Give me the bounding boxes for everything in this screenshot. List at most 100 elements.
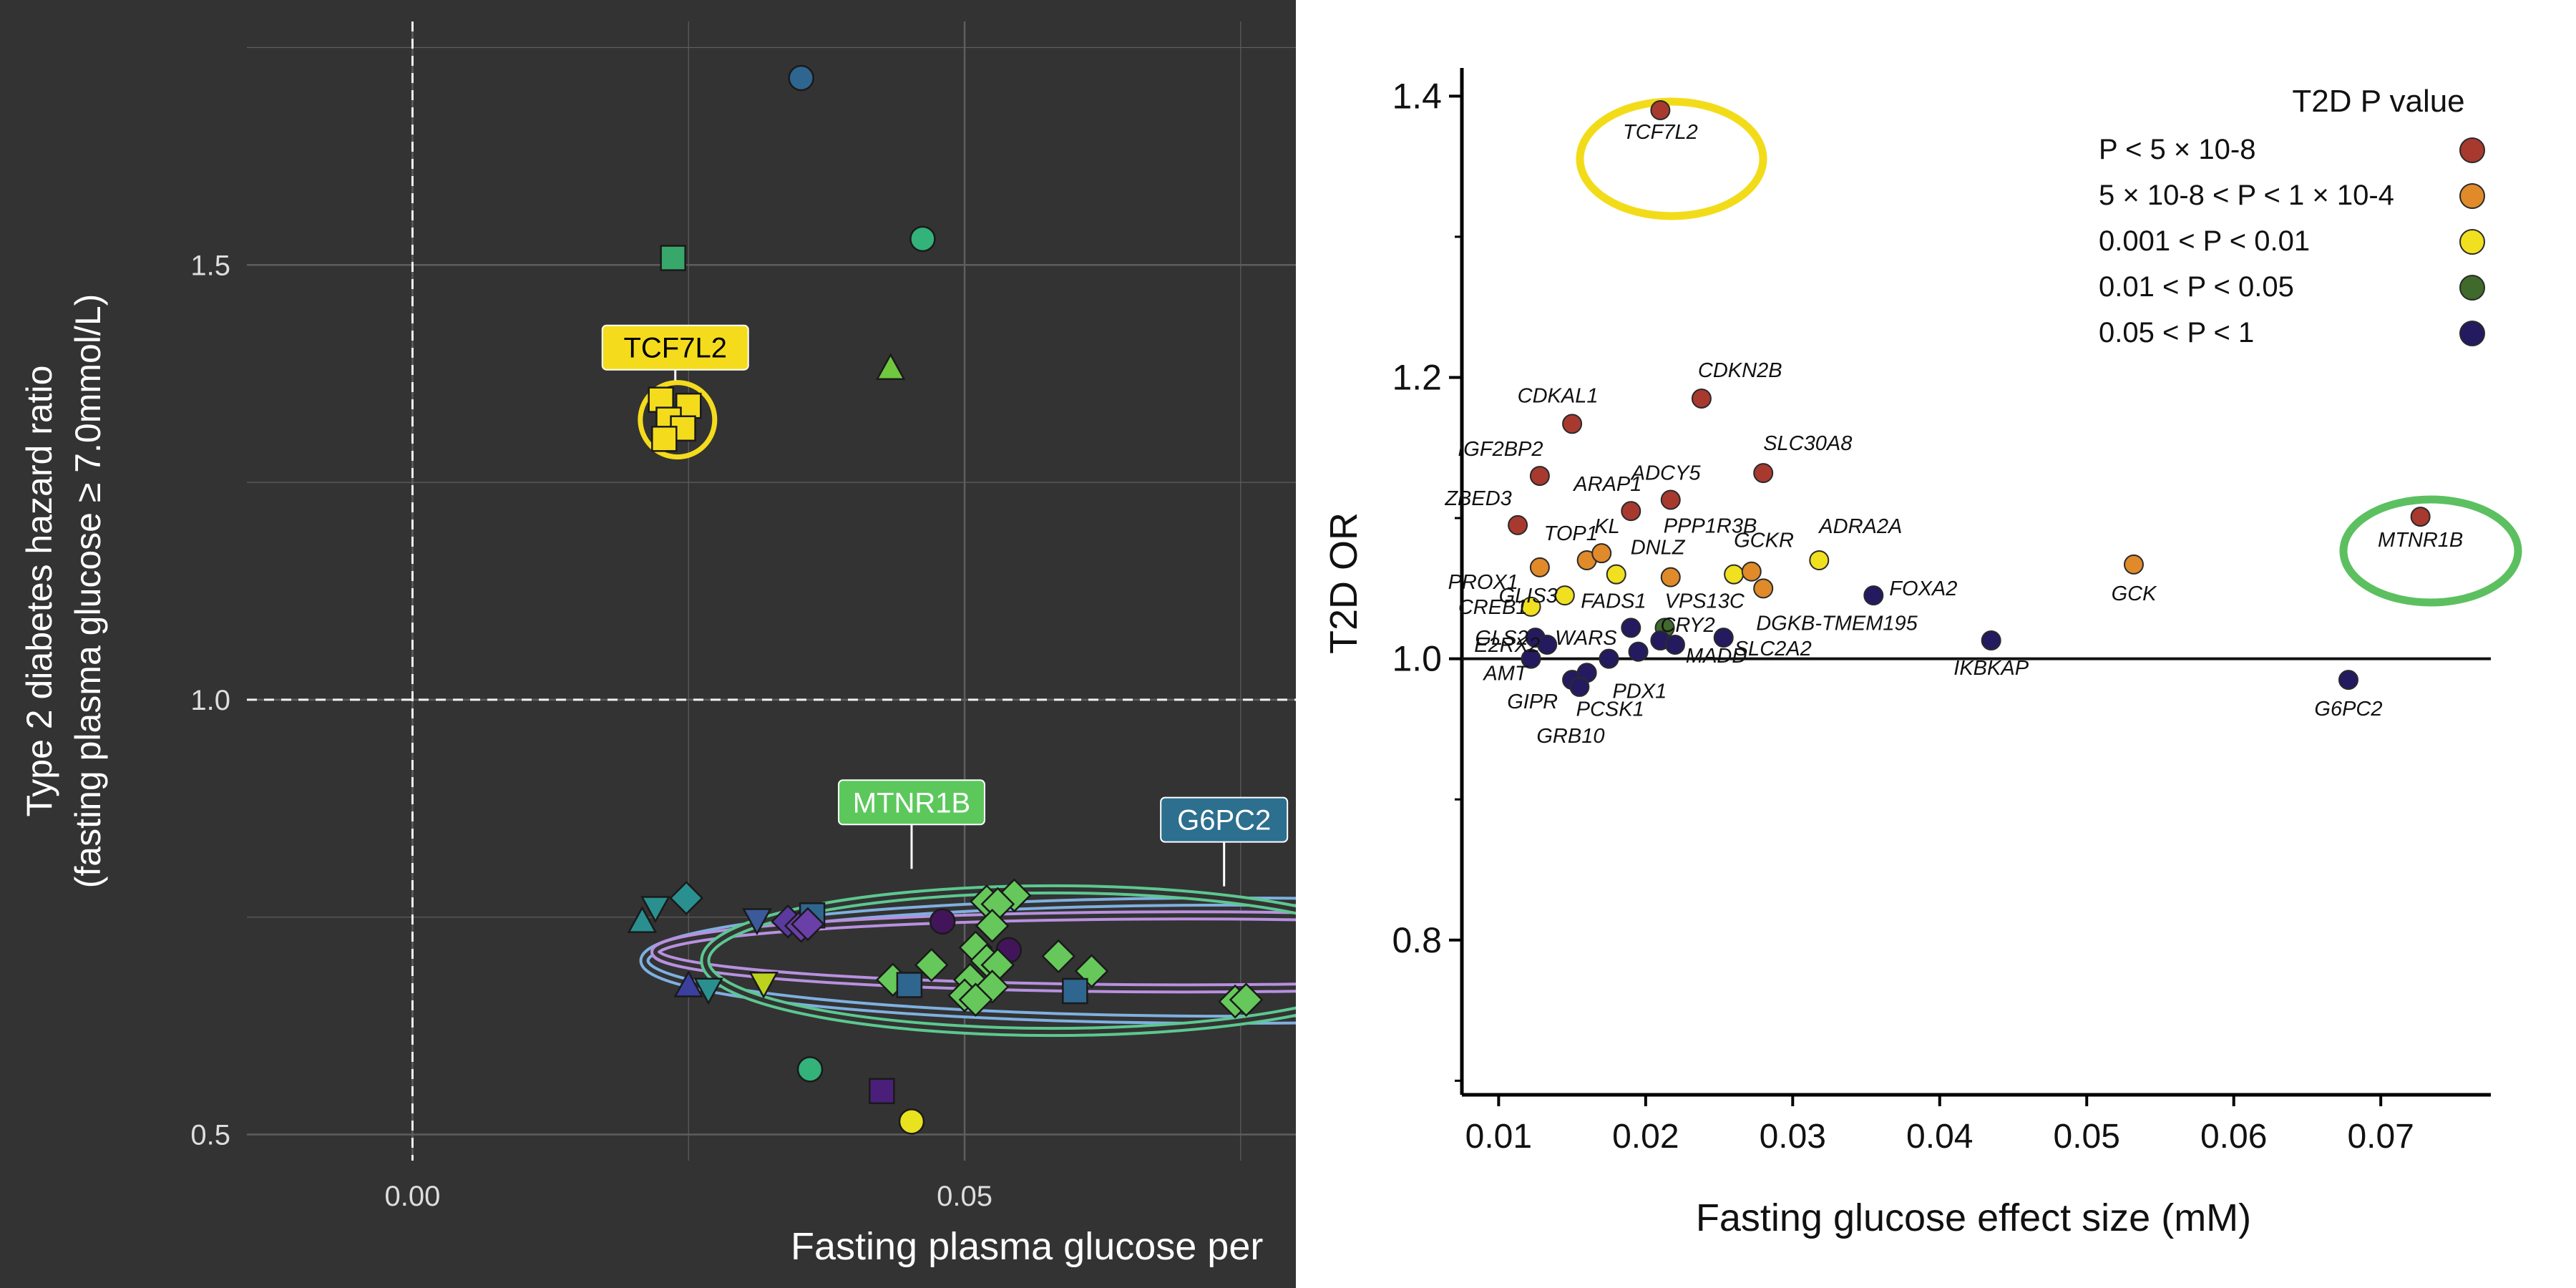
data-point xyxy=(1529,557,1550,577)
y-axis-title: T2D OR xyxy=(1322,512,1365,654)
data-point xyxy=(1724,564,1745,585)
annotation-label: G6PC2 xyxy=(1177,805,1271,836)
point-label: CRY2 xyxy=(1660,614,1714,637)
data-point xyxy=(1753,463,1774,484)
point-label: TCF7L2 xyxy=(1623,121,1698,144)
point-label: SLC2A2 xyxy=(1735,638,1812,660)
data-point xyxy=(742,908,772,936)
data-point xyxy=(875,353,906,380)
point-label: GCK xyxy=(2112,582,2158,605)
x-tick-label: 0.00 xyxy=(385,1181,441,1212)
legend-swatch xyxy=(2459,229,2485,255)
data-point xyxy=(1599,648,1619,669)
point-label: FADS1 xyxy=(1581,590,1646,613)
data-point xyxy=(1650,99,1671,120)
point-label: SLC30A8 xyxy=(1763,432,1852,455)
legend-swatch xyxy=(2459,275,2485,301)
point-label: GIPR xyxy=(1507,691,1558,713)
data-point xyxy=(1741,561,1762,582)
legend-label: 5 × 10-8 < P < 1 × 10-4 xyxy=(2099,180,2394,211)
y-axis-title-line: (fasting plasma glucose ≥ 7.0mmol/L) xyxy=(68,294,108,889)
point-label: GRB10 xyxy=(1536,725,1604,748)
x-tick-label: 0.02 xyxy=(1612,1118,1679,1156)
data-point xyxy=(1569,676,1590,697)
annotation-label-box xyxy=(1160,796,1289,843)
point-label: G6PC2 xyxy=(2314,698,2382,721)
point-label: AMT xyxy=(1482,663,1529,686)
point-label: GLS2 xyxy=(1475,627,1528,650)
point-label: PCSK1 xyxy=(1576,698,1644,721)
point-label: CDKN2B xyxy=(1698,359,1782,382)
point-label: E2RX2 xyxy=(1474,634,1540,657)
legend-label: P < 5 × 10-8 xyxy=(2099,134,2255,165)
x-tick-label: 0.07 xyxy=(2347,1118,2414,1156)
data-point xyxy=(1521,596,1541,617)
data-point xyxy=(1713,628,1734,648)
y-tick-label: 1.5 xyxy=(190,250,230,281)
x-tick-label: 0.04 xyxy=(1906,1118,1973,1156)
point-label: PPP1R3B xyxy=(1664,515,1757,538)
x-tick-label: 0.06 xyxy=(2200,1118,2267,1156)
left-chart-panel: 0.00 0.05 0.5 1.0 1.5 Fasting plasma glucose … xyxy=(0,0,1296,1288)
data-point xyxy=(796,1056,824,1083)
right-chart: 0.8 1.0 1.2 1.4 0.01 0.02 0.03 0.04 0.05 0.06 0.07… xyxy=(1322,68,2522,1239)
point-label: KL xyxy=(1594,515,1619,538)
annotation-label-box xyxy=(601,324,749,371)
point-label: ADCY5 xyxy=(1630,462,1702,484)
annotation-label: TCF7L2 xyxy=(623,333,727,364)
point-label: CDKAL1 xyxy=(1518,384,1599,407)
legend-title: T2D P value xyxy=(2292,84,2464,119)
confidence-ellipse-inner xyxy=(653,913,1296,991)
point-label: DNLZ xyxy=(1631,537,1686,560)
legend-swatch xyxy=(2459,183,2485,209)
data-point xyxy=(898,1108,925,1135)
y-axis-title-group: T2D OR xyxy=(1322,512,1365,654)
data-point xyxy=(2410,507,2431,527)
point-label: IGF2BP2 xyxy=(1458,438,1543,461)
point-label: ADRA2A xyxy=(1818,515,1902,538)
data-point xyxy=(1621,618,1641,638)
point-label: CREB1 xyxy=(1458,596,1528,619)
data-point xyxy=(909,225,936,253)
callout-ellipse xyxy=(2339,495,2522,607)
annotation-label: MTNR1B xyxy=(853,787,970,819)
x-axis-title: Fasting plasma glucose per xyxy=(791,1225,1263,1268)
data-point xyxy=(2338,670,2358,691)
data-point xyxy=(1981,630,2001,651)
point-label: MTNR1B xyxy=(2378,529,2463,552)
data-point xyxy=(2123,554,2144,575)
y-tick-label: 1.0 xyxy=(1392,639,1442,679)
data-point xyxy=(975,909,1010,943)
data-point xyxy=(651,426,678,452)
data-point xyxy=(673,970,704,997)
data-point xyxy=(929,908,956,935)
data-point xyxy=(1529,466,1550,487)
point-label: FOXA2 xyxy=(1889,577,1957,600)
y-tick-label: 1.0 xyxy=(190,685,230,716)
point-label: TOP1 xyxy=(1544,522,1598,545)
data-point xyxy=(1554,585,1575,606)
point-label: VPS13C xyxy=(1665,590,1745,613)
right-chart-panel: 0.8 1.0 1.2 1.4 0.01 0.02 0.03 0.04 0.05 0.06 0.07… xyxy=(1296,0,2576,1288)
x-axis-title: Fasting glucose effect size (mM) xyxy=(1696,1196,2251,1239)
data-point xyxy=(1660,489,1681,510)
data-point xyxy=(896,972,923,998)
y-axis-title-line: Type 2 diabetes hazard ratio xyxy=(19,366,59,817)
point-label: MADD xyxy=(1686,645,1747,668)
data-point xyxy=(1664,634,1685,655)
legend-label: 0.05 < P < 1 xyxy=(2099,317,2254,348)
legend-label: 0.01 < P < 0.05 xyxy=(2099,271,2294,303)
data-point xyxy=(975,970,1010,1004)
x-tick-label: 0.03 xyxy=(1760,1118,1826,1156)
point-label: PROX1 xyxy=(1448,571,1518,594)
x-tick-label: 0.01 xyxy=(1465,1118,1532,1156)
confidence-ellipse-inner xyxy=(703,887,1296,1035)
x-tick-label: 0.05 xyxy=(937,1181,992,1212)
y-tick-label: 0.8 xyxy=(1392,920,1442,960)
x-tick-label: 0.05 xyxy=(2054,1118,2120,1156)
point-label: IKBKAP xyxy=(1953,657,2029,680)
annotation-label-box xyxy=(837,779,985,826)
y-tick-label: 1.4 xyxy=(1392,76,1442,116)
data-point xyxy=(1809,550,1830,571)
data-point xyxy=(869,1078,895,1105)
